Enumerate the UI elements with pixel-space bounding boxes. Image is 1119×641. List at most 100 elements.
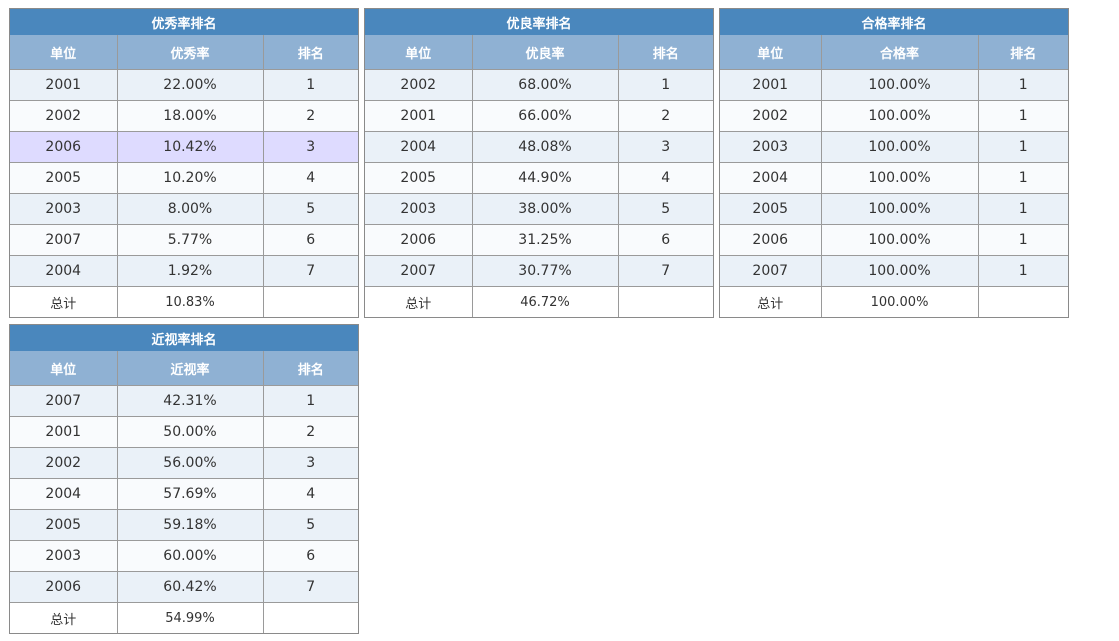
- unit-cell: 2002: [720, 100, 822, 132]
- unit-column-header: 单位: [365, 35, 473, 70]
- total-rate: 46.72%: [472, 286, 619, 317]
- rate-cell: 68.00%: [472, 69, 619, 101]
- total-rate: 10.83%: [117, 286, 264, 317]
- total-rank: [263, 602, 358, 633]
- total-row: 总计 100.00%: [720, 286, 1068, 317]
- rate-cell: 38.00%: [472, 193, 619, 225]
- table-title: 优良率排名: [365, 9, 713, 35]
- table-row: 2004 57.69% 4: [10, 478, 358, 510]
- unit-cell: 2007: [365, 255, 473, 287]
- table-title: 近视率排名: [10, 325, 358, 351]
- total-rank: [263, 286, 358, 317]
- unit-column-header: 单位: [10, 35, 118, 70]
- rank-cell: 4: [618, 162, 713, 194]
- rate-cell: 5.77%: [117, 224, 264, 256]
- rate-cell: 50.00%: [117, 416, 264, 448]
- header-row: 单位 优秀率 排名: [10, 35, 358, 70]
- table-row: 2006 100.00% 1: [720, 224, 1068, 256]
- rate-cell: 100.00%: [821, 100, 979, 132]
- rank-cell: 4: [263, 162, 358, 194]
- total-rank: [978, 286, 1068, 317]
- unit-cell: 2005: [720, 193, 822, 225]
- rate-column-header: 近视率: [117, 351, 264, 386]
- rank-cell: 5: [263, 509, 358, 541]
- table-row: 2004 1.92% 7: [10, 255, 358, 287]
- rate-cell: 59.18%: [117, 509, 264, 541]
- rate-column-header: 优良率: [472, 35, 619, 70]
- rate-cell: 1.92%: [117, 255, 264, 287]
- good-rate-ranking-panel: 优良率排名 单位 优良率 排名 2002 68.00% 1 2001 66.00% 2 2004 48…: [364, 8, 714, 318]
- unit-cell: 2007: [10, 385, 118, 417]
- unit-cell: 2002: [365, 69, 473, 101]
- unit-cell: 2002: [10, 100, 118, 132]
- excellent-rate-ranking-panel: 优秀率排名 单位 优秀率 排名 2001 22.00% 1 2002 18.00% 2 2006 10…: [9, 8, 359, 318]
- table-title: 合格率排名: [720, 9, 1068, 35]
- rank-column-header: 排名: [978, 35, 1068, 70]
- unit-cell: 2001: [365, 100, 473, 132]
- myopia-rate-ranking-table: 近视率排名 单位 近视率 排名 2007 42.31% 1 2001 50.00% 2 2002 56…: [10, 325, 358, 633]
- table-row: 2002 56.00% 3: [10, 447, 358, 479]
- pass-rate-ranking-panel: 合格率排名 单位 合格率 排名 2001 100.00% 1 2002 100.00% 1 2003…: [719, 8, 1069, 318]
- unit-cell: 2006: [10, 571, 118, 603]
- unit-cell: 2005: [365, 162, 473, 194]
- total-label: 总计: [365, 286, 473, 317]
- rank-cell: 3: [263, 131, 358, 163]
- total-rate: 54.99%: [117, 602, 264, 633]
- good-rate-ranking-table: 优良率排名 单位 优良率 排名 2002 68.00% 1 2001 66.00% 2 2004 48…: [365, 9, 713, 317]
- rate-column-header: 优秀率: [117, 35, 264, 70]
- table-row: 2006 10.42% 3: [10, 131, 358, 163]
- rate-cell: 18.00%: [117, 100, 264, 132]
- unit-cell: 2003: [720, 131, 822, 163]
- table-row: 2004 100.00% 1: [720, 162, 1068, 194]
- header-row: 单位 近视率 排名: [10, 351, 358, 386]
- rank-cell: 1: [978, 193, 1068, 225]
- rate-cell: 31.25%: [472, 224, 619, 256]
- total-row: 总计 46.72%: [365, 286, 713, 317]
- unit-cell: 2004: [10, 255, 118, 287]
- rank-cell: 5: [263, 193, 358, 225]
- unit-cell: 2006: [365, 224, 473, 256]
- rate-cell: 10.42%: [117, 131, 264, 163]
- unit-cell: 2007: [720, 255, 822, 287]
- rate-cell: 56.00%: [117, 447, 264, 479]
- rate-cell: 100.00%: [821, 193, 979, 225]
- rate-cell: 30.77%: [472, 255, 619, 287]
- total-row: 总计 10.83%: [10, 286, 358, 317]
- rate-column-header: 合格率: [821, 35, 979, 70]
- unit-cell: 2006: [10, 131, 118, 163]
- rate-cell: 10.20%: [117, 162, 264, 194]
- table-row: 2003 8.00% 5: [10, 193, 358, 225]
- rank-cell: 1: [618, 69, 713, 101]
- rank-cell: 3: [618, 131, 713, 163]
- rank-cell: 4: [263, 478, 358, 510]
- rank-cell: 1: [978, 255, 1068, 287]
- table-row: 2005 10.20% 4: [10, 162, 358, 194]
- rank-cell: 1: [978, 69, 1068, 101]
- unit-cell: 2005: [10, 162, 118, 194]
- rank-cell: 2: [263, 100, 358, 132]
- unit-cell: 2001: [720, 69, 822, 101]
- rank-column-header: 排名: [618, 35, 713, 70]
- rank-cell: 2: [263, 416, 358, 448]
- table-row: 2006 31.25% 6: [365, 224, 713, 256]
- table-row: 2003 38.00% 5: [365, 193, 713, 225]
- rate-cell: 100.00%: [821, 162, 979, 194]
- unit-cell: 2007: [10, 224, 118, 256]
- unit-cell: 2003: [365, 193, 473, 225]
- unit-cell: 2001: [10, 416, 118, 448]
- rank-cell: 7: [263, 255, 358, 287]
- table-row: 2007 30.77% 7: [365, 255, 713, 287]
- rate-cell: 44.90%: [472, 162, 619, 194]
- header-row: 单位 合格率 排名: [720, 35, 1068, 70]
- unit-cell: 2001: [10, 69, 118, 101]
- rank-cell: 5: [618, 193, 713, 225]
- table-row: 2003 60.00% 6: [10, 540, 358, 572]
- unit-cell: 2004: [365, 131, 473, 163]
- unit-cell: 2004: [720, 162, 822, 194]
- unit-column-header: 单位: [10, 351, 118, 386]
- rank-cell: 1: [978, 131, 1068, 163]
- rate-cell: 100.00%: [821, 255, 979, 287]
- table-row: 2003 100.00% 1: [720, 131, 1068, 163]
- unit-cell: 2002: [10, 447, 118, 479]
- rank-cell: 1: [263, 69, 358, 101]
